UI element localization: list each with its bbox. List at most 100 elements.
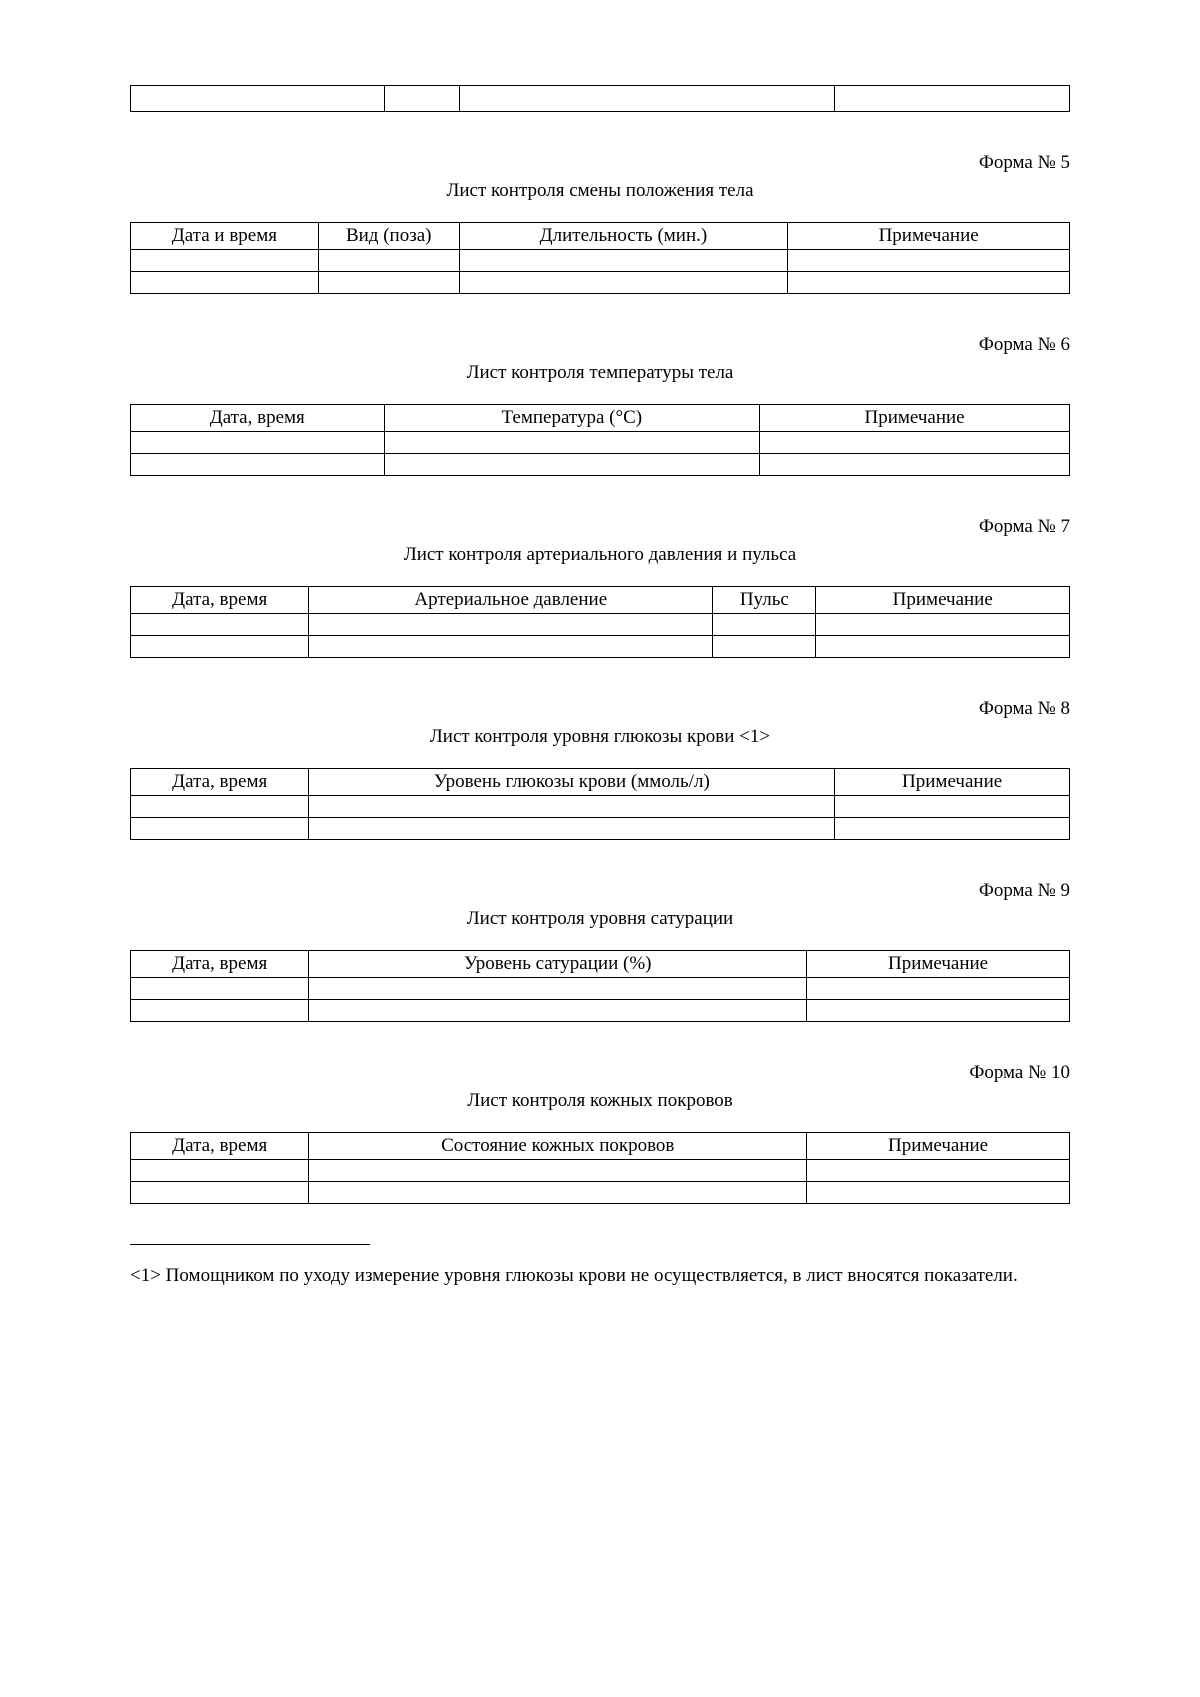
- form9-section: Форма № 9 Лист контроля уровня сатурации…: [130, 880, 1070, 1022]
- empty-cell: [131, 432, 385, 454]
- empty-cell: [309, 818, 835, 840]
- form5-header: Вид (поза): [318, 223, 459, 250]
- footnote-text: <1> Помощником по уходу измерение уровня…: [130, 1263, 1070, 1289]
- empty-cell: [309, 614, 713, 636]
- empty-cell: [835, 818, 1070, 840]
- stub-cell: [384, 86, 459, 112]
- table-row: [131, 818, 1070, 840]
- form7-header: Дата, время: [131, 587, 309, 614]
- empty-cell: [309, 1000, 807, 1022]
- form8-section: Форма № 8 Лист контроля уровня глюкозы к…: [130, 698, 1070, 840]
- form9-title: Лист контроля уровня сатурации: [130, 908, 1070, 930]
- form9-table: Дата, времяУровень сатурации (%)Примечан…: [130, 950, 1070, 1022]
- stub-cell: [835, 86, 1070, 112]
- form8-header: Дата, время: [131, 769, 309, 796]
- empty-cell: [131, 636, 309, 658]
- form6-section: Форма № 6 Лист контроля температуры тела…: [130, 334, 1070, 476]
- form10-header: Состояние кожных покровов: [309, 1133, 807, 1160]
- form5-header: Дата и время: [131, 223, 319, 250]
- form8-header: Примечание: [835, 769, 1070, 796]
- empty-cell: [788, 250, 1070, 272]
- empty-cell: [807, 1160, 1070, 1182]
- empty-cell: [309, 796, 835, 818]
- form5-table: Дата и времяВид (поза)Длительность (мин.…: [130, 222, 1070, 294]
- form8-header: Уровень глюкозы крови (ммоль/л): [309, 769, 835, 796]
- stub-table: [130, 85, 1070, 112]
- form8-title: Лист контроля уровня глюкозы крови <1>: [130, 726, 1070, 748]
- form9-header: Примечание: [807, 951, 1070, 978]
- empty-cell: [309, 1182, 807, 1204]
- empty-cell: [131, 796, 309, 818]
- form7-header: Примечание: [816, 587, 1070, 614]
- form6-header: Дата, время: [131, 405, 385, 432]
- form7-number: Форма № 7: [130, 516, 1070, 538]
- form8-table: Дата, времяУровень глюкозы крови (ммоль/…: [130, 768, 1070, 840]
- empty-cell: [131, 614, 309, 636]
- form6-header: Температура (°C): [384, 405, 760, 432]
- table-row: [131, 454, 1070, 476]
- empty-cell: [309, 978, 807, 1000]
- empty-cell: [131, 978, 309, 1000]
- form6-header: Примечание: [760, 405, 1070, 432]
- table-row: [131, 1182, 1070, 1204]
- form9-header: Дата, время: [131, 951, 309, 978]
- footnote-separator: [130, 1244, 370, 1245]
- empty-cell: [760, 454, 1070, 476]
- form10-table: Дата, времяСостояние кожных покрововПрим…: [130, 1132, 1070, 1204]
- table-row: [131, 1000, 1070, 1022]
- empty-cell: [131, 1182, 309, 1204]
- form10-header: Дата, время: [131, 1133, 309, 1160]
- empty-cell: [318, 272, 459, 294]
- empty-cell: [384, 432, 760, 454]
- empty-cell: [459, 272, 788, 294]
- empty-cell: [760, 432, 1070, 454]
- empty-cell: [309, 1160, 807, 1182]
- form9-header: Уровень сатурации (%): [309, 951, 807, 978]
- empty-cell: [807, 978, 1070, 1000]
- table-row: [131, 1160, 1070, 1182]
- stub-cell: [459, 86, 835, 112]
- form7-title: Лист контроля артериального давления и п…: [130, 544, 1070, 566]
- form7-header: Пульс: [713, 587, 816, 614]
- empty-cell: [309, 636, 713, 658]
- form6-table: Дата, времяТемпература (°C)Примечание: [130, 404, 1070, 476]
- empty-cell: [807, 1000, 1070, 1022]
- empty-cell: [807, 1182, 1070, 1204]
- stub-cell: [131, 86, 385, 112]
- empty-cell: [131, 272, 319, 294]
- form5-number: Форма № 5: [130, 152, 1070, 174]
- empty-cell: [713, 636, 816, 658]
- empty-cell: [131, 250, 319, 272]
- form6-title: Лист контроля температуры тела: [130, 362, 1070, 384]
- form10-title: Лист контроля кожных покровов: [130, 1090, 1070, 1112]
- form5-header: Длительность (мин.): [459, 223, 788, 250]
- table-row: [131, 636, 1070, 658]
- form6-number: Форма № 6: [130, 334, 1070, 356]
- form9-number: Форма № 9: [130, 880, 1070, 902]
- form5-header: Примечание: [788, 223, 1070, 250]
- table-row: [131, 250, 1070, 272]
- form10-section: Форма № 10 Лист контроля кожных покровов…: [130, 1062, 1070, 1204]
- empty-cell: [384, 454, 760, 476]
- empty-cell: [788, 272, 1070, 294]
- form8-number: Форма № 8: [130, 698, 1070, 720]
- empty-cell: [131, 818, 309, 840]
- table-row: [131, 432, 1070, 454]
- form5-section: Форма № 5 Лист контроля смены положения …: [130, 152, 1070, 294]
- empty-cell: [713, 614, 816, 636]
- form7-header: Артериальное давление: [309, 587, 713, 614]
- form10-number: Форма № 10: [130, 1062, 1070, 1084]
- form5-title: Лист контроля смены положения тела: [130, 180, 1070, 202]
- empty-cell: [816, 614, 1070, 636]
- empty-cell: [131, 1000, 309, 1022]
- empty-cell: [318, 250, 459, 272]
- table-row: [131, 978, 1070, 1000]
- table-row: [131, 796, 1070, 818]
- form10-header: Примечание: [807, 1133, 1070, 1160]
- empty-cell: [131, 1160, 309, 1182]
- empty-cell: [816, 636, 1070, 658]
- empty-cell: [459, 250, 788, 272]
- table-row: [131, 614, 1070, 636]
- form7-section: Форма № 7 Лист контроля артериального да…: [130, 516, 1070, 658]
- table-row: [131, 272, 1070, 294]
